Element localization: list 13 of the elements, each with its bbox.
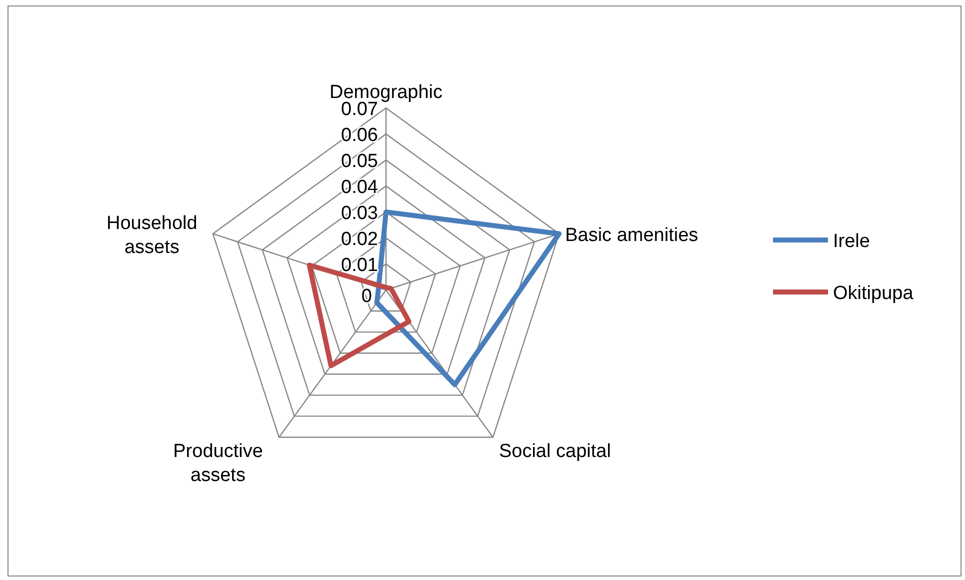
spoke-label: Basic amenities: [565, 224, 698, 246]
spoke-label: Productive assets: [173, 441, 263, 486]
y-tick-label: 0.03: [341, 203, 378, 224]
y-tick-label: 0.05: [341, 151, 378, 172]
spoke-label: Social capital: [498, 441, 611, 462]
y-tick-label: 0.01: [341, 255, 378, 276]
y-tick-label: 0.06: [341, 125, 378, 146]
y-tick-label: 0: [361, 286, 372, 307]
legend-label: Okitipupa: [833, 283, 914, 304]
y-tick-label: 0.04: [341, 177, 378, 198]
legend-label: Irele: [833, 231, 870, 252]
spoke-label: Household assets: [106, 212, 198, 258]
y-tick-label: 0.02: [341, 229, 378, 250]
